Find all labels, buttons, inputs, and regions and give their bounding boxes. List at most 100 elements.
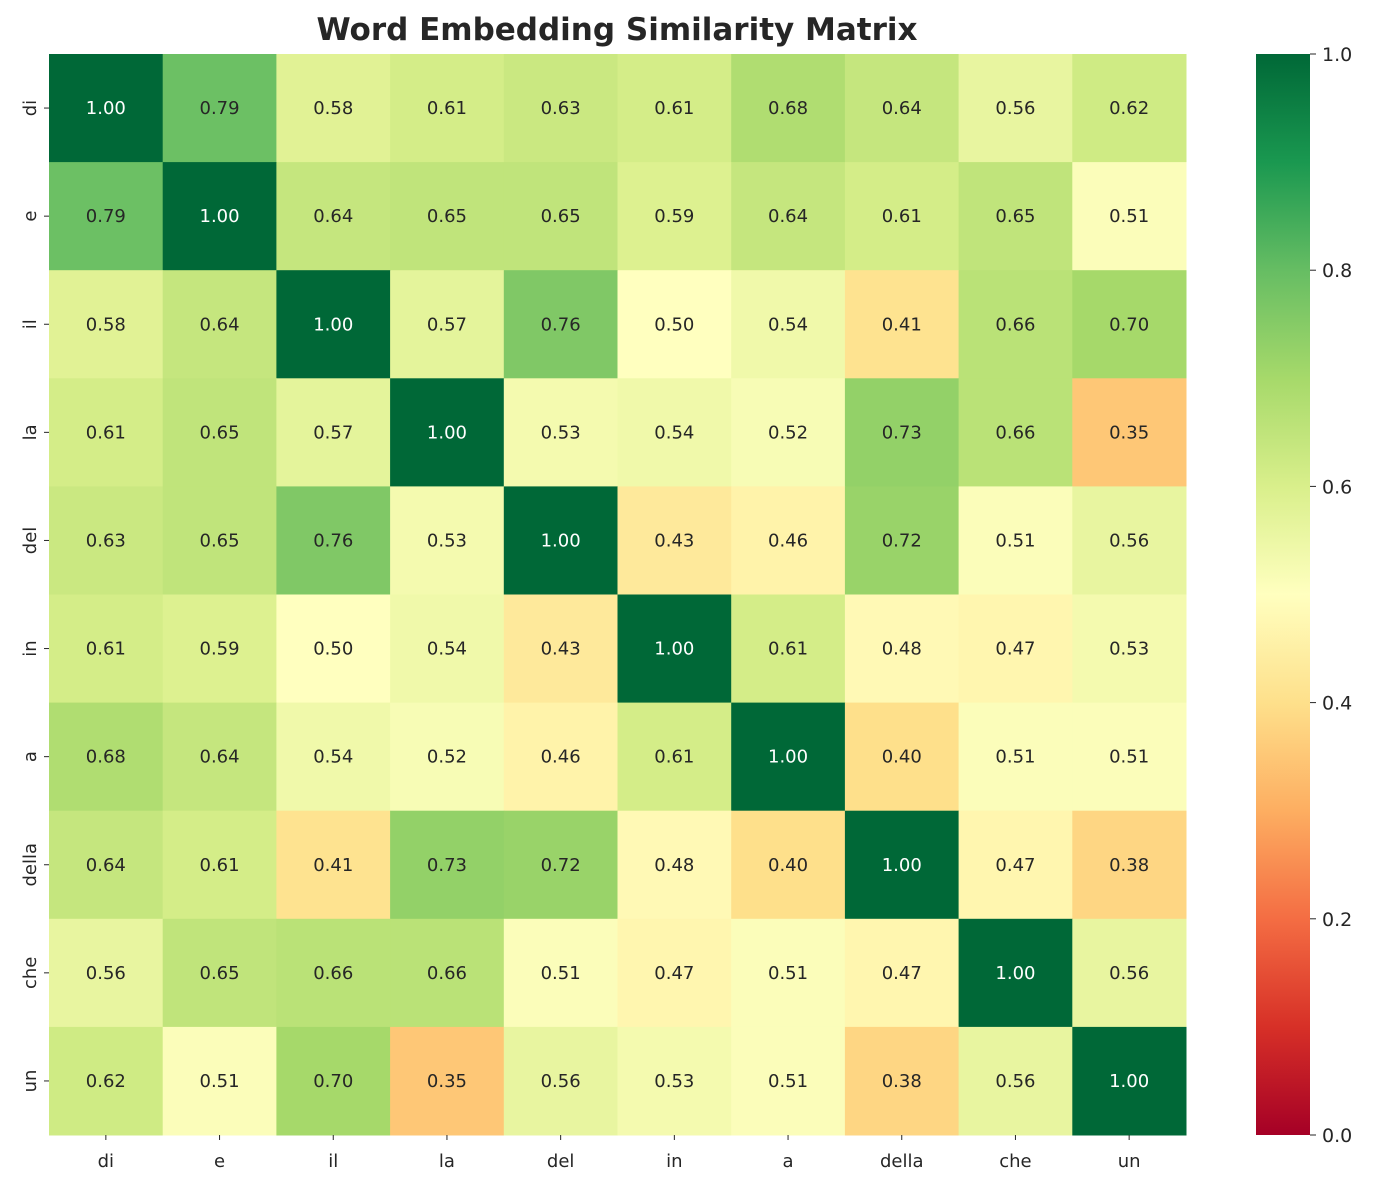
y-tick-label: un (20, 1070, 41, 1093)
heatmap-cell (276, 918, 391, 1028)
cell-annotation: 1.00 (200, 206, 240, 227)
cell-annotation: 0.56 (1109, 530, 1149, 551)
heatmap-cell (503, 378, 618, 487)
heatmap-cell (49, 810, 164, 920)
heatmap-cell (162, 270, 277, 379)
heatmap-cell (390, 162, 505, 271)
heatmap-cell (503, 270, 618, 379)
heatmap-cell (276, 810, 391, 920)
heatmap-cell (162, 54, 277, 163)
colorbar-ticks: 0.0 0.2 0.4 0.6 0.8 1.0 (1310, 44, 1352, 1147)
heatmap-cell (617, 1026, 732, 1136)
cell-annotation: 0.76 (313, 530, 353, 551)
cell-annotation: 1.00 (768, 747, 808, 768)
cell-annotation: 1.00 (86, 98, 126, 119)
heatmap-cell (276, 702, 391, 812)
heatmap-cell (390, 702, 505, 812)
heatmap-cell (958, 162, 1073, 271)
cell-annotation: 0.68 (768, 98, 808, 119)
heatmap-cell (617, 594, 732, 704)
x-tick-label: in (666, 1151, 682, 1172)
cell-annotation: 0.61 (654, 98, 694, 119)
x-tick-label: a (783, 1151, 794, 1172)
cell-annotation: 0.76 (541, 314, 581, 335)
heatmap-cell (958, 486, 1073, 595)
cell-annotation: 0.41 (882, 314, 922, 335)
cell-annotation: 0.56 (995, 1071, 1035, 1092)
heatmap-cell (731, 162, 846, 271)
heatmap-cell (731, 810, 846, 920)
heatmap-cell (617, 810, 732, 920)
cell-annotation: 0.72 (882, 530, 922, 551)
cell-annotation: 0.51 (541, 963, 581, 984)
cell-annotation: 0.46 (541, 747, 581, 768)
heatmap-cell (731, 918, 846, 1028)
x-tick-label: la (439, 1151, 455, 1172)
heatmap-cell (390, 918, 505, 1028)
cell-annotation: 0.53 (541, 422, 581, 443)
heatmap-cell (958, 378, 1073, 487)
heatmap-cell (1072, 486, 1187, 595)
heatmap-cell (390, 1026, 505, 1136)
cell-annotation: 0.66 (427, 963, 467, 984)
cell-annotation: 0.40 (768, 855, 808, 876)
cell-annotation: 0.64 (200, 314, 240, 335)
heatmap-cell (503, 702, 618, 812)
x-tick-label: di (98, 1151, 114, 1172)
heatmap-cell (844, 594, 960, 704)
colorbar-tick-label: 0.4 (1322, 693, 1352, 715)
heatmap-cell (1072, 270, 1187, 379)
cell-annotation: 0.53 (1109, 639, 1149, 660)
cell-annotation: 0.61 (654, 747, 694, 768)
heatmap-cell (1072, 594, 1187, 704)
heatmap-cell (162, 810, 277, 920)
cell-annotation: 0.66 (313, 963, 353, 984)
heatmap-cell (731, 54, 846, 163)
cell-annotation: 0.61 (86, 422, 126, 443)
heatmap-cell (49, 54, 164, 163)
x-tick-labels: di e il la del in a della che un (98, 1135, 1141, 1172)
cell-annotation: 0.54 (427, 639, 467, 660)
heatmap-cell (503, 1026, 618, 1136)
heatmap-cell (49, 270, 164, 379)
heatmap-cell (731, 1026, 846, 1136)
cell-annotation: 0.65 (427, 206, 467, 227)
cell-annotation: 0.35 (1109, 422, 1149, 443)
heatmap-cell (503, 486, 618, 595)
heatmap-cell (49, 162, 164, 271)
cell-annotation: 0.52 (427, 747, 467, 768)
x-tick-label: che (999, 1151, 1031, 1172)
heatmap-cell (731, 486, 846, 595)
heatmap-cell (276, 486, 391, 595)
y-tick-label: la (20, 424, 41, 440)
cell-annotation: 0.66 (995, 422, 1035, 443)
y-tick-label: e (20, 211, 41, 222)
colorbar-tick-label: 0.2 (1322, 909, 1352, 931)
cell-annotation: 0.57 (427, 314, 467, 335)
heatmap-cell (503, 810, 618, 920)
cell-annotation: 0.79 (200, 98, 240, 119)
cell-annotation: 0.64 (86, 855, 126, 876)
cell-annotation: 0.40 (882, 747, 922, 768)
cell-annotation: 0.63 (86, 530, 126, 551)
heatmap-cell (162, 702, 277, 812)
heatmap-cell (844, 486, 960, 595)
cell-annotation: 0.51 (768, 1071, 808, 1092)
cell-annotation: 0.65 (541, 206, 581, 227)
cell-annotation: 0.53 (654, 1071, 694, 1092)
heatmap-cell (731, 378, 846, 487)
cell-annotation: 0.47 (995, 855, 1035, 876)
heatmap-cell (1072, 162, 1187, 271)
cell-annotation: 0.62 (1109, 98, 1149, 119)
cell-annotation: 0.65 (200, 963, 240, 984)
heatmap-cell (49, 594, 164, 704)
heatmap-cell (276, 1026, 391, 1136)
heatmap-cell (731, 594, 846, 704)
heatmap-cell (503, 54, 618, 163)
heatmap-cell (162, 594, 277, 704)
cell-annotation: 0.47 (654, 963, 694, 984)
chart-title: Word Embedding Similarity Matrix (316, 12, 917, 48)
cell-annotation: 0.54 (768, 314, 808, 335)
cell-annotation: 0.38 (1109, 855, 1149, 876)
cell-annotation: 0.61 (200, 855, 240, 876)
